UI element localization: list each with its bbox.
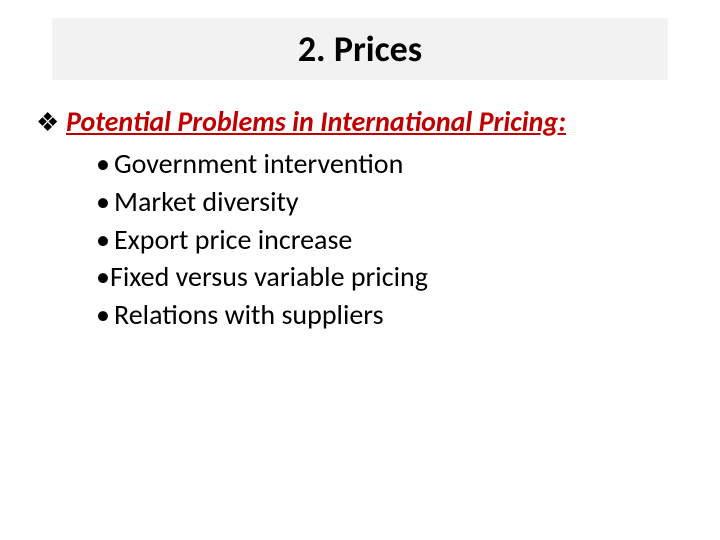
dot-bullet-icon: • [96, 145, 114, 183]
slide: 2. Prices ❖ Potential Problems in Intern… [0, 0, 720, 540]
section-heading: Potential Problems in International Pric… [66, 104, 566, 139]
list-item: • Government intervention [96, 145, 684, 183]
list-item-text: Market diversity [114, 183, 299, 221]
diamond-bullet-icon: ❖ [36, 107, 66, 138]
dot-bullet-icon: • [96, 296, 114, 334]
list-item-text: Fixed versus variable pricing [110, 258, 428, 296]
heading-row: ❖ Potential Problems in International Pr… [36, 104, 684, 139]
list-item: • Relations with suppliers [96, 296, 684, 334]
list-item-text: Relations with suppliers [114, 296, 384, 334]
list-item-text: Export price increase [114, 221, 352, 259]
list-item: • Market diversity [96, 183, 684, 221]
dot-bullet-icon: • [96, 221, 114, 259]
title-box: 2. Prices [52, 18, 668, 80]
dot-bullet-icon: • [96, 258, 110, 296]
list-item-text: Government intervention [114, 145, 403, 183]
list-item: • Fixed versus variable pricing [96, 258, 684, 296]
list-item: • Export price increase [96, 221, 684, 259]
slide-title: 2. Prices [298, 27, 422, 71]
bullet-list: • Government intervention • Market diver… [96, 145, 684, 334]
slide-body: ❖ Potential Problems in International Pr… [36, 104, 684, 334]
dot-bullet-icon: • [96, 183, 114, 221]
